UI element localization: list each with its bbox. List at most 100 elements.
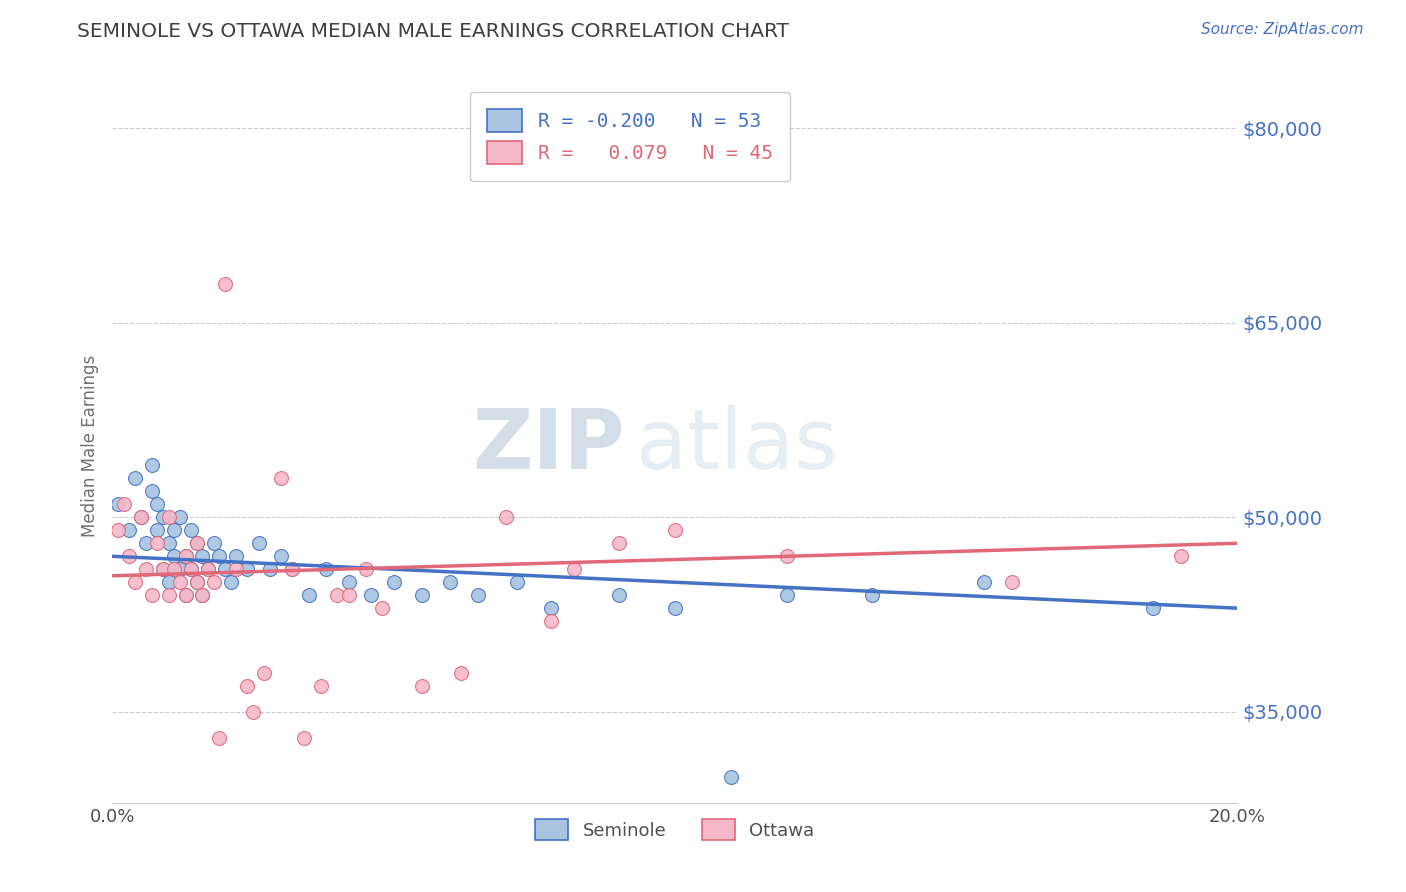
Point (214, 562, 236, 576)
Point (270, 471, 292, 485)
Point (169, 510, 191, 524)
Point (163, 524, 186, 538)
Point (607, 536, 630, 550)
Point (186, 575, 208, 590)
Point (157, 588, 180, 602)
Point (135, 536, 157, 550)
Point (540, 601, 562, 615)
Point (281, 562, 304, 576)
Point (214, 277, 236, 291)
Point (146, 536, 169, 550)
Point (208, 731, 231, 745)
Point (450, 666, 472, 681)
Point (157, 575, 180, 590)
Point (411, 588, 433, 602)
Point (292, 731, 315, 745)
Point (174, 549, 197, 564)
Point (540, 614, 562, 628)
Point (146, 497, 169, 511)
Point (360, 588, 382, 602)
Point (664, 524, 686, 538)
Point (152, 562, 174, 576)
Y-axis label: Median Male Earnings: Median Male Earnings (80, 355, 98, 537)
Point (191, 588, 214, 602)
Point (720, 770, 742, 784)
Text: atlas: atlas (636, 406, 837, 486)
Point (860, 588, 883, 602)
Point (326, 588, 349, 602)
Point (337, 588, 360, 602)
Point (152, 510, 174, 524)
Point (309, 679, 332, 693)
Point (141, 588, 163, 602)
Point (118, 549, 141, 564)
Point (118, 524, 141, 538)
Point (169, 562, 191, 576)
Point (191, 588, 214, 602)
Point (191, 549, 214, 564)
Point (281, 562, 304, 576)
Legend: Seminole, Ottawa: Seminole, Ottawa (529, 812, 821, 847)
Point (107, 497, 129, 511)
Point (382, 575, 405, 590)
Text: ZIP: ZIP (472, 406, 624, 486)
Point (146, 524, 169, 538)
Point (562, 562, 585, 576)
Point (225, 549, 247, 564)
Point (174, 549, 197, 564)
Point (236, 679, 259, 693)
Point (219, 575, 242, 590)
Point (225, 562, 247, 576)
Point (259, 562, 281, 576)
Point (467, 588, 489, 602)
Point (776, 588, 799, 602)
Point (186, 536, 208, 550)
Point (174, 588, 197, 602)
Point (157, 510, 180, 524)
Text: Source: ZipAtlas.com: Source: ZipAtlas.com (1201, 22, 1364, 37)
Point (112, 497, 135, 511)
Point (163, 562, 186, 576)
Point (197, 562, 219, 576)
Point (208, 549, 231, 564)
Point (371, 601, 394, 615)
Point (506, 575, 529, 590)
Point (495, 510, 517, 524)
Point (174, 588, 197, 602)
Point (163, 549, 186, 564)
Point (236, 562, 259, 576)
Point (242, 705, 264, 719)
Point (270, 549, 292, 564)
Point (129, 510, 152, 524)
Point (180, 562, 202, 576)
Point (135, 562, 157, 576)
Point (186, 575, 208, 590)
Point (141, 484, 163, 499)
Point (1142, 601, 1164, 615)
Point (253, 666, 276, 681)
Point (1001, 575, 1024, 590)
Point (169, 575, 191, 590)
Point (141, 458, 163, 473)
Point (157, 536, 180, 550)
Point (107, 524, 129, 538)
Point (202, 575, 225, 590)
Point (776, 549, 799, 564)
Text: SEMINOLE VS OTTAWA MEDIAN MALE EARNINGS CORRELATION CHART: SEMINOLE VS OTTAWA MEDIAN MALE EARNINGS … (77, 22, 789, 41)
Point (124, 575, 146, 590)
Point (180, 524, 202, 538)
Point (298, 588, 321, 602)
Point (337, 575, 360, 590)
Point (180, 562, 202, 576)
Point (411, 679, 433, 693)
Point (202, 536, 225, 550)
Point (124, 471, 146, 485)
Point (186, 536, 208, 550)
Point (315, 562, 337, 576)
Point (129, 510, 152, 524)
Point (197, 562, 219, 576)
Point (664, 601, 686, 615)
Point (607, 588, 630, 602)
Point (973, 575, 995, 590)
Point (1170, 549, 1192, 564)
